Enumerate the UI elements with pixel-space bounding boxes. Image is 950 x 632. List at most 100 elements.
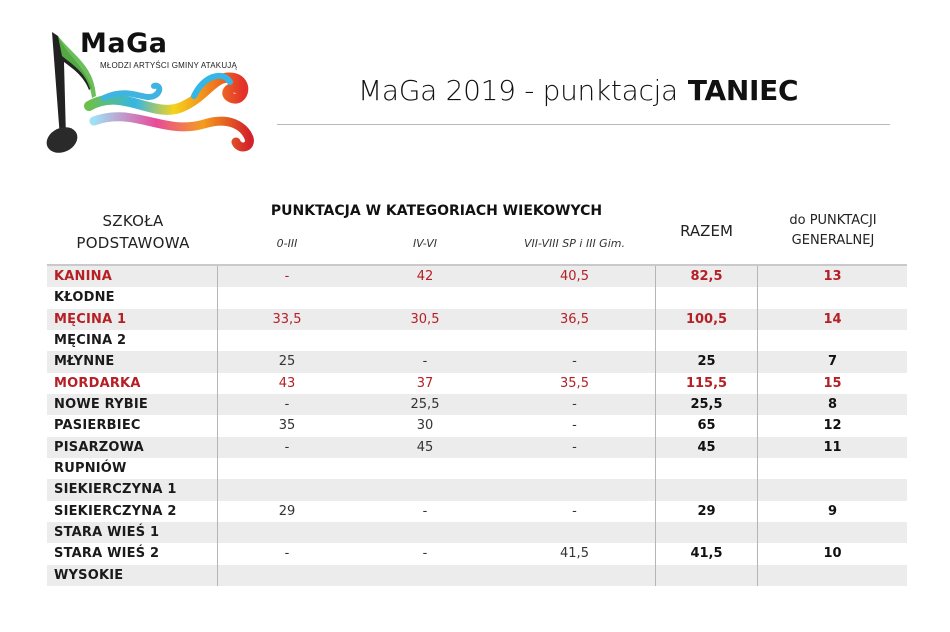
table-row: PISARZOWA - 45 - 45 11 [47, 436, 907, 458]
score-vii-viii-cell [494, 565, 655, 586]
header-school-line1: SZKOŁA [102, 212, 164, 230]
school-name-cell: SIEKIERCZYNA 2 [47, 500, 218, 522]
general-points-cell: 15 [823, 375, 842, 391]
score-vii-viii-cell: - [572, 439, 577, 455]
score-iv-vi-cell [356, 330, 494, 351]
total-cell: 100,5 [655, 308, 758, 330]
score-vii-viii-cell [494, 479, 655, 500]
score-0-iii-cell [218, 458, 356, 479]
total-cell: 29 [655, 500, 758, 522]
score-0-iii-cell [218, 522, 356, 543]
school-name-cell: STARA WIEŚ 2 [47, 543, 218, 565]
table-row: MĘCINA 1 33,5 30,5 36,5 100,5 14 [47, 308, 907, 330]
general-points-cell [758, 479, 907, 500]
table-row: KŁODNE [47, 287, 907, 309]
general-points-cell [758, 330, 907, 351]
total-cell: 115,5 [655, 372, 758, 394]
total-cell [655, 521, 758, 544]
table-row: MORDARKA 43 37 35,5 115,5 15 [47, 372, 907, 394]
school-name-cell: MŁYNNE [47, 351, 218, 373]
total-cell [655, 457, 758, 480]
header-general: do PUNKTACJI GENERALNEJ [758, 211, 908, 251]
score-iv-vi-cell: 37 [416, 375, 434, 391]
score-vii-viii-cell: 35,5 [560, 375, 589, 391]
school-name-cell: WYSOKIE [47, 564, 218, 586]
general-points-cell: 8 [827, 397, 838, 413]
score-0-iii-cell: - [284, 397, 290, 413]
page-title-category: TANIEC [687, 74, 799, 107]
table-row: SIEKIERCZYNA 2 29 - - 29 9 [47, 500, 907, 522]
music-note-rainbow-swirl-icon [46, 32, 254, 153]
school-name-cell: SIEKIERCZYNA 1 [47, 479, 218, 501]
header-school-line2: PODSTAWOWA [76, 234, 190, 252]
score-0-iii-cell: - [284, 439, 290, 455]
general-points-cell [758, 287, 907, 308]
score-iv-vi-cell: 45 [416, 439, 434, 455]
school-name-cell: KANINA [47, 266, 218, 288]
total-cell: 41,5 [655, 543, 758, 565]
header-age-categories: PUNKTACJA W KATEGORIACH WIEKOWYCH [270, 203, 603, 219]
score-vii-viii-cell: 36,5 [560, 311, 589, 327]
score-iv-vi-cell: - [422, 503, 428, 519]
total-cell: 82,5 [655, 266, 758, 288]
total-cell: 65 [655, 415, 758, 437]
score-iv-vi-cell [356, 522, 494, 543]
score-table: KANINA - 42 40,5 82,5 13 KŁODNE MĘCINA 1 33,5 30,… [47, 264, 907, 586]
header-cat-vii-viii: VII-VIII SP i III Gim. [524, 237, 625, 250]
score-vii-viii-cell: 40,5 [560, 269, 589, 285]
school-name-cell: NOWE RYBIE [47, 393, 218, 416]
general-points-cell: 11 [823, 439, 842, 455]
logo-subtitle: MŁODZI ARTYŚCI GMINY ATAKUJĄ [100, 61, 238, 70]
score-vii-viii-cell: - [572, 503, 577, 519]
score-0-iii-cell [218, 330, 356, 351]
score-iv-vi-cell: 25,5 [410, 397, 440, 413]
page-title: MaGa 2019 - punktacja TANIEC [358, 74, 799, 107]
score-iv-vi-cell [356, 479, 494, 500]
score-0-iii-cell: 29 [278, 503, 296, 519]
general-points-cell [758, 458, 907, 479]
score-iv-vi-cell: 42 [416, 269, 434, 285]
header-cat-0-iii: 0-III [276, 237, 298, 250]
general-points-cell: 10 [823, 546, 842, 562]
score-iv-vi-cell [356, 287, 494, 308]
score-iv-vi-cell [356, 565, 494, 586]
table-row: NOWE RYBIE - 25,5 - 25,5 8 [47, 393, 907, 416]
logo: MaGa MŁODZI ARTYŚCI GMINY ATAKUJĄ [44, 26, 264, 161]
score-0-iii-cell [218, 565, 356, 586]
score-0-iii-cell [218, 479, 356, 500]
school-name-cell: STARA WIEŚ 1 [47, 521, 218, 544]
score-vii-viii-cell [494, 458, 655, 479]
table-row: MŁYNNE 25 - - 25 7 [47, 351, 907, 373]
score-0-iii-cell [218, 287, 356, 308]
table-row: STARA WIEŚ 1 [47, 521, 907, 544]
general-points-cell: 12 [823, 418, 842, 434]
title-divider [277, 124, 890, 125]
total-cell [655, 479, 758, 501]
score-0-iii-cell: 43 [278, 375, 296, 391]
total-cell: 25 [655, 351, 758, 373]
total-cell [655, 564, 758, 586]
score-0-iii-cell: 25 [278, 354, 296, 370]
logo-title: MaGa [80, 28, 168, 59]
school-name-cell: MĘCINA 2 [47, 329, 218, 352]
general-points-cell: 14 [823, 311, 842, 327]
score-iv-vi-cell: - [422, 546, 428, 562]
table-row: STARA WIEŚ 2 - - 41,5 41,5 10 [47, 543, 907, 565]
total-cell [655, 287, 758, 309]
score-vii-viii-cell: - [572, 397, 577, 413]
general-points-cell: 9 [827, 503, 838, 519]
score-vii-viii-cell: - [572, 354, 577, 370]
total-cell: 25,5 [655, 393, 758, 416]
score-0-iii-cell: - [284, 546, 290, 562]
general-points-cell [758, 522, 907, 543]
header-school: SZKOŁA PODSTAWOWA [47, 210, 219, 254]
score-iv-vi-cell [356, 458, 494, 479]
score-vii-viii-cell [494, 287, 655, 308]
school-name-cell: RUPNIÓW [47, 457, 218, 480]
general-points-cell: 7 [827, 354, 838, 370]
school-name-cell: PISARZOWA [47, 436, 218, 458]
header-general-line2: GENERALNEJ [791, 233, 875, 248]
table-row: PASIERBIEC 35 30 - 65 12 [47, 415, 907, 437]
table-row: KANINA - 42 40,5 82,5 13 [47, 266, 907, 288]
general-points-cell: 13 [823, 269, 842, 285]
